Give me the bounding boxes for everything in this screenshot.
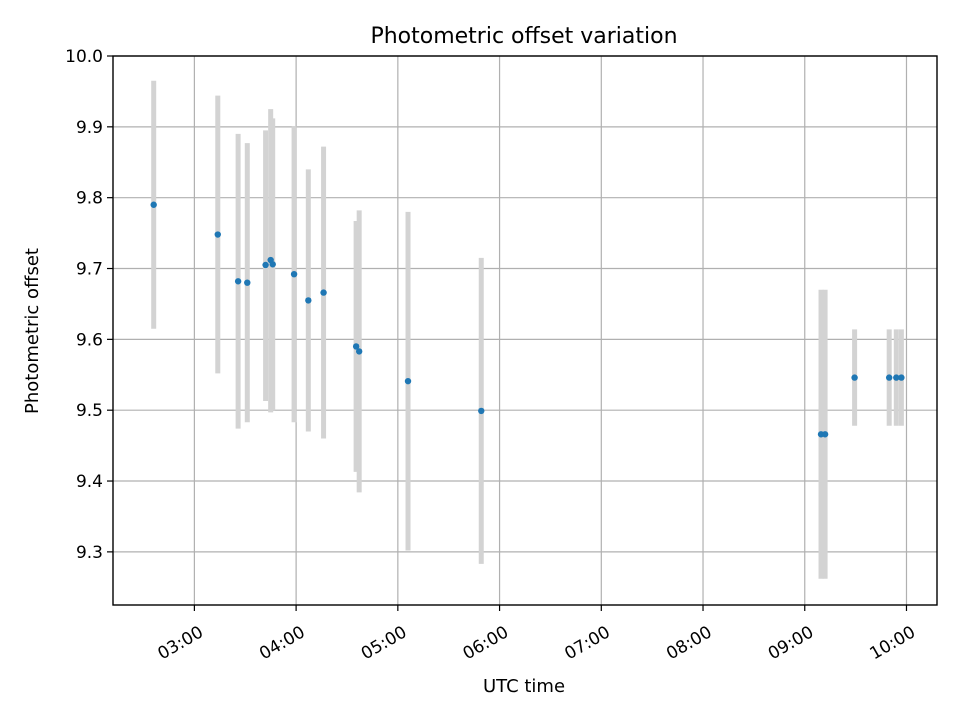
y-axis-label: Photometric offset [22, 248, 43, 414]
y-tick-label: 9.8 [76, 189, 103, 209]
y-tick-label: 10.0 [65, 47, 103, 67]
data-point [478, 407, 485, 415]
data-point [352, 343, 360, 350]
y-tick-label: 9.3 [76, 543, 103, 563]
plot-frame [112, 55, 938, 606]
chart-title: Photometric offset variation [370, 24, 677, 49]
data-point [898, 374, 905, 381]
data-point [234, 278, 242, 285]
data-points [150, 201, 905, 438]
data-point [404, 377, 412, 385]
data-point [269, 261, 276, 268]
data-point [305, 297, 312, 304]
data-point [214, 231, 221, 238]
grid [113, 55, 937, 605]
y-tick-label: 9.9 [76, 118, 103, 138]
y-axis-ticks: 9.3 9.4 9.5 9.6 9.7 9.8 9.9 10.0 [65, 47, 113, 563]
data-point [150, 201, 157, 208]
data-point [821, 431, 829, 438]
y-tick-label: 9.7 [76, 260, 103, 280]
data-point [244, 279, 251, 286]
data-point [262, 261, 269, 269]
data-point [290, 270, 298, 278]
data-point [320, 289, 327, 296]
y-tick-label: 9.4 [76, 472, 103, 492]
data-point [851, 374, 858, 381]
data-point [885, 374, 893, 381]
data-point [893, 374, 900, 381]
data-point [355, 348, 363, 355]
x-axis-label: UTC time [483, 676, 565, 697]
y-tick-label: 9.5 [76, 401, 103, 421]
y-tick-label: 9.6 [76, 330, 103, 350]
